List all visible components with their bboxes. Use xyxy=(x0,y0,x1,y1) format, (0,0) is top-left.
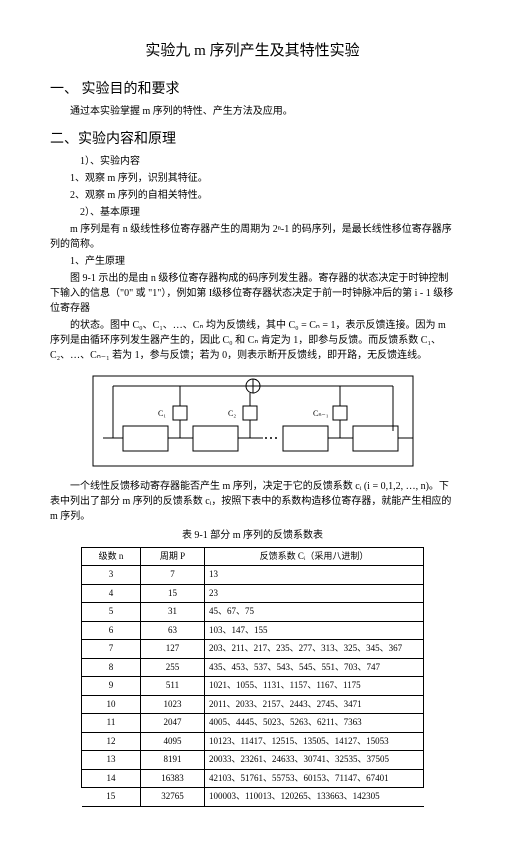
table-row-c: 1021、1055、1131、1157、1167、1175 xyxy=(205,677,424,696)
table-row-n: 5 xyxy=(82,603,141,622)
diagram-label-c2: C₂ xyxy=(228,409,236,418)
table-row-c: 2011、2033、2157、2443、2745、3471 xyxy=(205,695,424,714)
table-row-p: 32765 xyxy=(141,788,205,807)
table-row-c: 23 xyxy=(205,584,424,603)
table-row-c: 20033、23261、24633、30741、32535、37505 xyxy=(205,751,424,770)
section-2-li2: 2、观察 m 序列的自相关特性。 xyxy=(50,188,455,203)
section-2-p2-label: 1、产生原理 xyxy=(50,254,455,269)
table-row-n: 15 xyxy=(82,788,141,807)
table-row-p: 8191 xyxy=(141,751,205,770)
section-2-p4: 的状态。图中 C₀、C₁、…、Cₙ 均为反馈线，其中 C₀ = Cₙ = 1，表… xyxy=(50,318,455,363)
table-row-p: 255 xyxy=(141,658,205,677)
diagram-label-c1: C₁ xyxy=(158,409,166,418)
table-row-n: 12 xyxy=(82,732,141,751)
section-2-heading: 二、实验内容和原理 xyxy=(50,129,455,150)
table-row-p: 31 xyxy=(141,603,205,622)
table-row-p: 16383 xyxy=(141,769,205,788)
table-row-n: 7 xyxy=(82,640,141,659)
table-row-c: 4005、4445、5023、5263、6211、7363 xyxy=(205,714,424,733)
table-row-p: 127 xyxy=(141,640,205,659)
table-row-n: 13 xyxy=(82,751,141,770)
table-row-p: 511 xyxy=(141,677,205,696)
section-2-sub2: 2）、基本原理 xyxy=(50,205,455,220)
section-2-p1: m 序列是有 n 级线性移位寄存器产生的周期为 2ⁿ-1 的码序列，是最长线性移… xyxy=(50,222,455,252)
table-row-c: 203、211、217、235、277、313、325、345、367 xyxy=(205,640,424,659)
table-title: 表 9-1 部分 m 序列的反馈系数表 xyxy=(50,528,455,543)
section-2-p5: 一个线性反馈移动寄存器能否产生 m 序列，决定于它的反馈系数 cᵢ (i = 0… xyxy=(50,479,455,524)
section-2-li1: 1、观察 m 序列，识别其特征。 xyxy=(50,171,455,186)
table-row-c: 103、147、155 xyxy=(205,621,424,640)
table-row-p: 63 xyxy=(141,621,205,640)
table-row-n: 9 xyxy=(82,677,141,696)
table-row-p: 15 xyxy=(141,584,205,603)
table-row-c: 42103、51761、55753、60153、71147、67401 xyxy=(205,769,424,788)
table-head-n: 级数 n xyxy=(82,547,141,566)
table-row-p: 4095 xyxy=(141,732,205,751)
table-row-n: 6 xyxy=(82,621,141,640)
section-1-heading: 一、 实验目的和要求 xyxy=(50,79,455,100)
section-2-p3: 图 9-1 示出的是由 n 级移位寄存器构成的码序列发生器。寄存器的状态决定于时… xyxy=(50,271,455,316)
table-row-c: 435、453、537、543、545、551、703、747 xyxy=(205,658,424,677)
table-row-c: 13 xyxy=(205,566,424,585)
table-row-n: 3 xyxy=(82,566,141,585)
table-row-c: 100003、110013、120265、133663、142305 xyxy=(205,788,424,807)
table-head-p: 周期 P xyxy=(141,547,205,566)
table-row-n: 8 xyxy=(82,658,141,677)
table-row-p: 1023 xyxy=(141,695,205,714)
table-row-c: 10123、11417、12515、13505、14127、15053 xyxy=(205,732,424,751)
shift-register-diagram: C₁ C₂ Cₙ₋₁ xyxy=(88,371,418,471)
table-row-n: 4 xyxy=(82,584,141,603)
table-row-p: 7 xyxy=(141,566,205,585)
table-row-n: 10 xyxy=(82,695,141,714)
page-title: 实验九 m 序列产生及其特性实验 xyxy=(50,40,455,63)
diagram-label-cn1: Cₙ₋₁ xyxy=(313,409,329,418)
table-head-c: 反馈系数 Cᵢ（采用八进制） xyxy=(205,547,424,566)
table-row-n: 14 xyxy=(82,769,141,788)
section-2-sub1: 1）、实验内容 xyxy=(50,154,455,169)
feedback-coeff-table: 级数 n 周期 P 反馈系数 Cᵢ（采用八进制） 37134152353145、… xyxy=(81,547,424,807)
section-1-text: 通过本实验掌握 m 序列的特性、产生方法及应用。 xyxy=(50,104,455,119)
table-row-p: 2047 xyxy=(141,714,205,733)
table-row-c: 45、67、75 xyxy=(205,603,424,622)
table-row-n: 11 xyxy=(82,714,141,733)
